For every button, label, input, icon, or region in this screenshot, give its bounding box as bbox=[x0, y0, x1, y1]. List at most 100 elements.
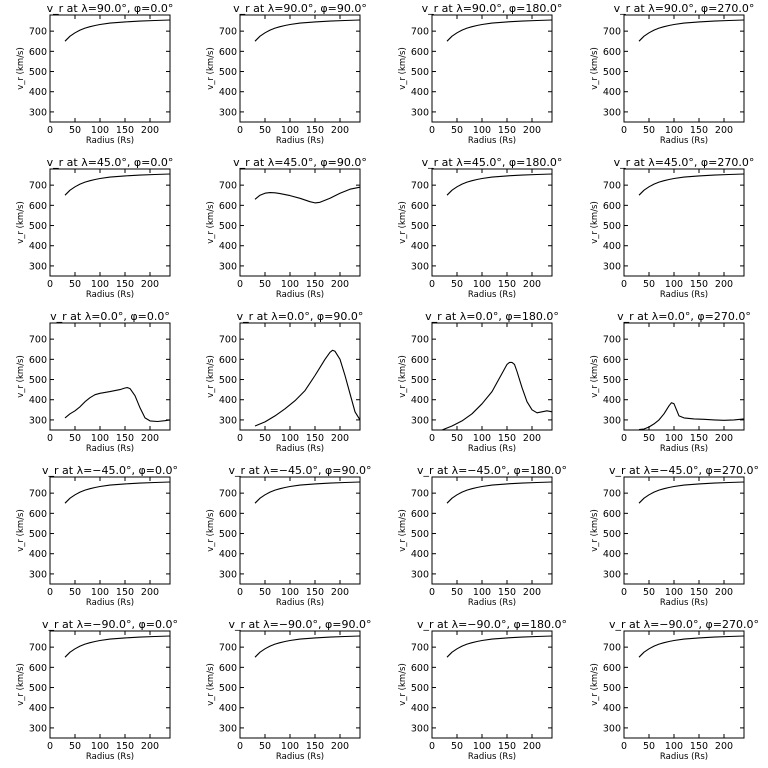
plot-frame bbox=[49, 14, 171, 123]
x-tick-label: 50 bbox=[643, 125, 655, 136]
y-tick-label: 500 bbox=[411, 67, 429, 78]
x-tick-label: 150 bbox=[116, 587, 134, 598]
y-axis-label: v_r (km/s) bbox=[398, 47, 408, 90]
y-tick-label: 700 bbox=[29, 27, 47, 38]
data-line bbox=[638, 481, 745, 504]
x-tick-label: 150 bbox=[306, 279, 324, 290]
chart-title: v_r at λ=0.0°, φ=270.0° bbox=[617, 310, 751, 323]
plot-frame bbox=[49, 322, 171, 431]
y-tick-label: 600 bbox=[29, 509, 47, 520]
x-tick-label: 100 bbox=[281, 125, 299, 136]
y-axis-label: v_r (km/s) bbox=[590, 355, 600, 398]
x-tick-label: 50 bbox=[69, 279, 81, 290]
x-tick-label: 150 bbox=[498, 741, 516, 752]
x-axis-label: Radius (Rs) bbox=[468, 136, 516, 146]
y-tick-label: 300 bbox=[411, 723, 429, 734]
y-tick-label: 300 bbox=[603, 261, 621, 272]
y-tick-label: 500 bbox=[29, 221, 47, 232]
y-tick-label: 400 bbox=[29, 703, 47, 714]
x-tick-label: 0 bbox=[47, 741, 53, 752]
data-line bbox=[64, 19, 171, 42]
chart-panel: v_r at λ=0.0°, φ=270.0° 0 50 100 150 200 300 40… bbox=[590, 310, 751, 454]
y-tick-label: 400 bbox=[411, 549, 429, 560]
x-tick-label: 0 bbox=[621, 433, 627, 444]
x-tick-label: 100 bbox=[281, 433, 299, 444]
x-tick-label: 200 bbox=[715, 125, 733, 136]
x-tick-label: 100 bbox=[91, 433, 109, 444]
x-axis-label: Radius (Rs) bbox=[86, 290, 134, 300]
y-axis-label: v_r (km/s) bbox=[16, 47, 26, 90]
y-tick-label: 500 bbox=[603, 67, 621, 78]
y-tick-label: 700 bbox=[411, 27, 429, 38]
x-tick-label: 0 bbox=[237, 587, 243, 598]
x-tick-label: 100 bbox=[91, 741, 109, 752]
x-tick-label: 150 bbox=[690, 741, 708, 752]
x-tick-label: 100 bbox=[665, 433, 683, 444]
x-tick-label: 200 bbox=[331, 125, 349, 136]
y-tick-label: 700 bbox=[411, 489, 429, 500]
data-line bbox=[446, 19, 553, 42]
x-tick-label: 50 bbox=[451, 279, 463, 290]
y-tick-label: 500 bbox=[411, 375, 429, 386]
y-tick-label: 700 bbox=[219, 27, 237, 38]
chart-panel: v_r at λ=−45.0°, φ=0.0° 0 50 100 150 200 300 40… bbox=[16, 464, 178, 608]
y-tick-label: 400 bbox=[219, 241, 237, 252]
y-tick-label: 600 bbox=[411, 663, 429, 674]
chart-title: v_r at λ=−45.0°, φ=270.0° bbox=[609, 464, 759, 477]
y-tick-label: 400 bbox=[603, 549, 621, 560]
x-tick-label: 150 bbox=[306, 125, 324, 136]
x-axis-label: Radius (Rs) bbox=[660, 444, 708, 454]
x-tick-label: 50 bbox=[643, 741, 655, 752]
x-tick-label: 100 bbox=[473, 741, 491, 752]
x-tick-label: 0 bbox=[47, 587, 53, 598]
plot-frame bbox=[623, 476, 745, 585]
y-tick-label: 300 bbox=[219, 261, 237, 272]
x-tick-label: 150 bbox=[498, 433, 516, 444]
y-tick-label: 300 bbox=[219, 723, 237, 734]
x-tick-label: 200 bbox=[715, 587, 733, 598]
y-axis-label: v_r (km/s) bbox=[206, 509, 216, 552]
y-tick-label: 700 bbox=[219, 335, 237, 346]
y-tick-label: 500 bbox=[29, 67, 47, 78]
data-line bbox=[254, 19, 361, 42]
y-tick-label: 400 bbox=[411, 703, 429, 714]
x-tick-label: 0 bbox=[429, 279, 435, 290]
y-tick-label: 500 bbox=[29, 683, 47, 694]
y-tick-label: 300 bbox=[29, 723, 47, 734]
data-line bbox=[638, 402, 745, 431]
chart-panel: v_r at λ=−90.0°, φ=90.0° 0 50 100 150 200 300 4… bbox=[206, 618, 371, 762]
x-tick-label: 150 bbox=[690, 125, 708, 136]
chart-panel: v_r at λ=45.0°, φ=180.0° 0 50 100 150 200 300 4… bbox=[398, 156, 562, 300]
x-tick-label: 50 bbox=[259, 433, 271, 444]
y-tick-label: 700 bbox=[29, 335, 47, 346]
x-tick-label: 50 bbox=[259, 279, 271, 290]
x-axis-label: Radius (Rs) bbox=[468, 752, 516, 762]
x-tick-label: 200 bbox=[523, 741, 541, 752]
plot-frame bbox=[49, 630, 171, 739]
x-tick-label: 0 bbox=[237, 125, 243, 136]
data-line bbox=[441, 361, 553, 431]
x-tick-label: 50 bbox=[69, 741, 81, 752]
y-tick-label: 500 bbox=[411, 683, 429, 694]
x-tick-label: 200 bbox=[523, 433, 541, 444]
x-tick-label: 100 bbox=[665, 279, 683, 290]
y-tick-label: 500 bbox=[29, 375, 47, 386]
x-axis-label: Radius (Rs) bbox=[660, 752, 708, 762]
x-tick-label: 0 bbox=[47, 433, 53, 444]
y-tick-label: 700 bbox=[29, 643, 47, 654]
y-tick-label: 700 bbox=[29, 489, 47, 500]
x-tick-label: 100 bbox=[281, 587, 299, 598]
data-line bbox=[64, 173, 171, 196]
x-tick-label: 200 bbox=[331, 279, 349, 290]
y-tick-label: 300 bbox=[219, 569, 237, 580]
y-axis-label: v_r (km/s) bbox=[398, 663, 408, 706]
plot-frame bbox=[623, 630, 745, 739]
y-tick-label: 700 bbox=[411, 181, 429, 192]
data-line bbox=[254, 186, 361, 204]
data-line bbox=[254, 481, 361, 504]
x-tick-label: 50 bbox=[259, 587, 271, 598]
y-axis-label: v_r (km/s) bbox=[398, 355, 408, 398]
y-tick-label: 700 bbox=[219, 489, 237, 500]
x-tick-label: 0 bbox=[429, 741, 435, 752]
